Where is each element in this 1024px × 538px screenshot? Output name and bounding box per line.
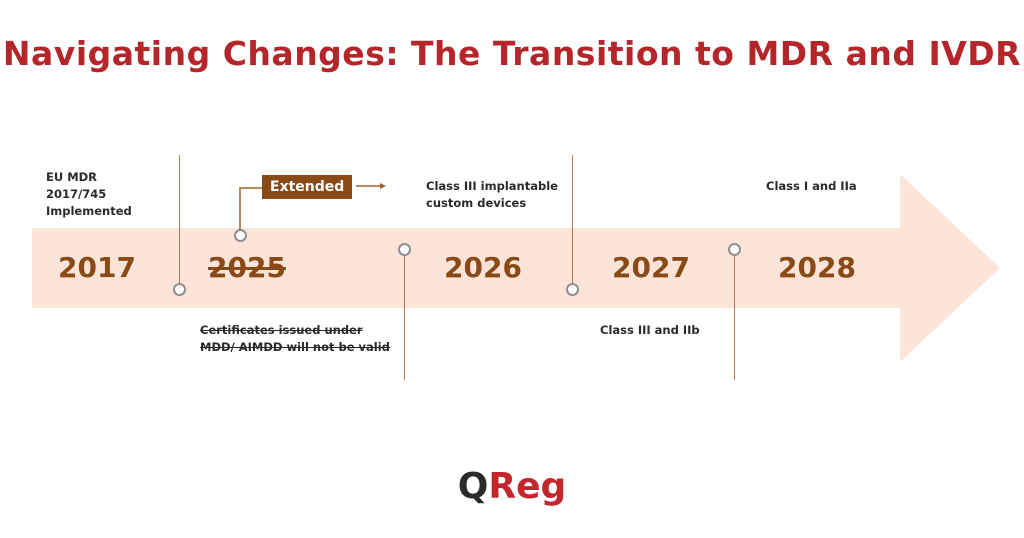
extended-arrow-head <box>380 183 386 189</box>
year-2028: 2028 <box>778 251 856 284</box>
milestone-dot-certificates <box>398 243 411 256</box>
connector-line-2026 <box>572 155 573 287</box>
connector-line-2017 <box>179 155 180 287</box>
note-certificates-struck: Certificates issued under MDD/ AIMDD wil… <box>200 322 390 356</box>
note-eu-mdr-line-3: Implemented <box>46 204 132 218</box>
year-2027: 2027 <box>612 251 690 284</box>
note-class-iii-implantable: Class III implantable custom devices <box>426 178 558 212</box>
year-2026: 2026 <box>444 251 522 284</box>
year-2025-struck: 2025 <box>208 251 286 284</box>
connector-line-class-iii-iib <box>734 250 735 380</box>
note-class-iii-implantable-line-2: custom devices <box>426 196 527 210</box>
note-certificates-line-1: Certificates issued under <box>200 323 363 337</box>
note-class-i-iia: Class I and IIa <box>766 178 857 195</box>
year-2017: 2017 <box>58 251 136 284</box>
page-title: Navigating Changes: The Transition to MD… <box>2 34 1022 73</box>
timeline-arrow-shape <box>32 174 1000 362</box>
milestone-dot-class-iii-iib <box>728 243 741 256</box>
note-class-iii-iib-line-1: Class III and IIb <box>600 323 700 337</box>
milestone-dot-2026 <box>566 283 579 296</box>
note-eu-mdr-line-2: 2017/745 <box>46 187 107 201</box>
note-class-iii-implantable-line-1: Class III implantable <box>426 179 558 193</box>
qreg-logo-q: Q <box>457 466 489 507</box>
milestone-dot-extended <box>234 229 247 242</box>
milestone-dot-2017 <box>173 283 186 296</box>
qreg-logo: QReg <box>0 466 1024 507</box>
extended-badge: Extended <box>262 175 353 199</box>
note-eu-mdr: EU MDR 2017/745 Implemented <box>46 169 132 220</box>
note-certificates-line-2: MDD/ AIMDD will not be valid <box>200 340 390 354</box>
connector-line-certificates <box>404 250 405 380</box>
extended-connector <box>239 187 262 231</box>
note-class-i-iia-line-1: Class I and IIa <box>766 179 857 193</box>
note-class-iii-iib: Class III and IIb <box>600 322 700 339</box>
qreg-logo-reg: Reg <box>488 466 567 507</box>
note-eu-mdr-line-1: EU MDR <box>46 170 98 184</box>
